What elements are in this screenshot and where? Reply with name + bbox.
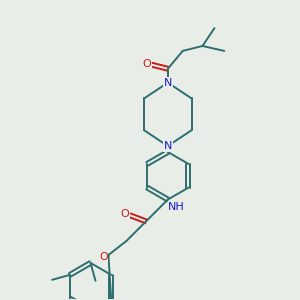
Text: O: O: [99, 252, 108, 262]
Text: N: N: [164, 78, 172, 88]
Text: NH: NH: [167, 202, 184, 212]
Text: O: O: [121, 209, 130, 219]
Text: O: O: [143, 59, 152, 69]
Text: N: N: [164, 141, 172, 151]
